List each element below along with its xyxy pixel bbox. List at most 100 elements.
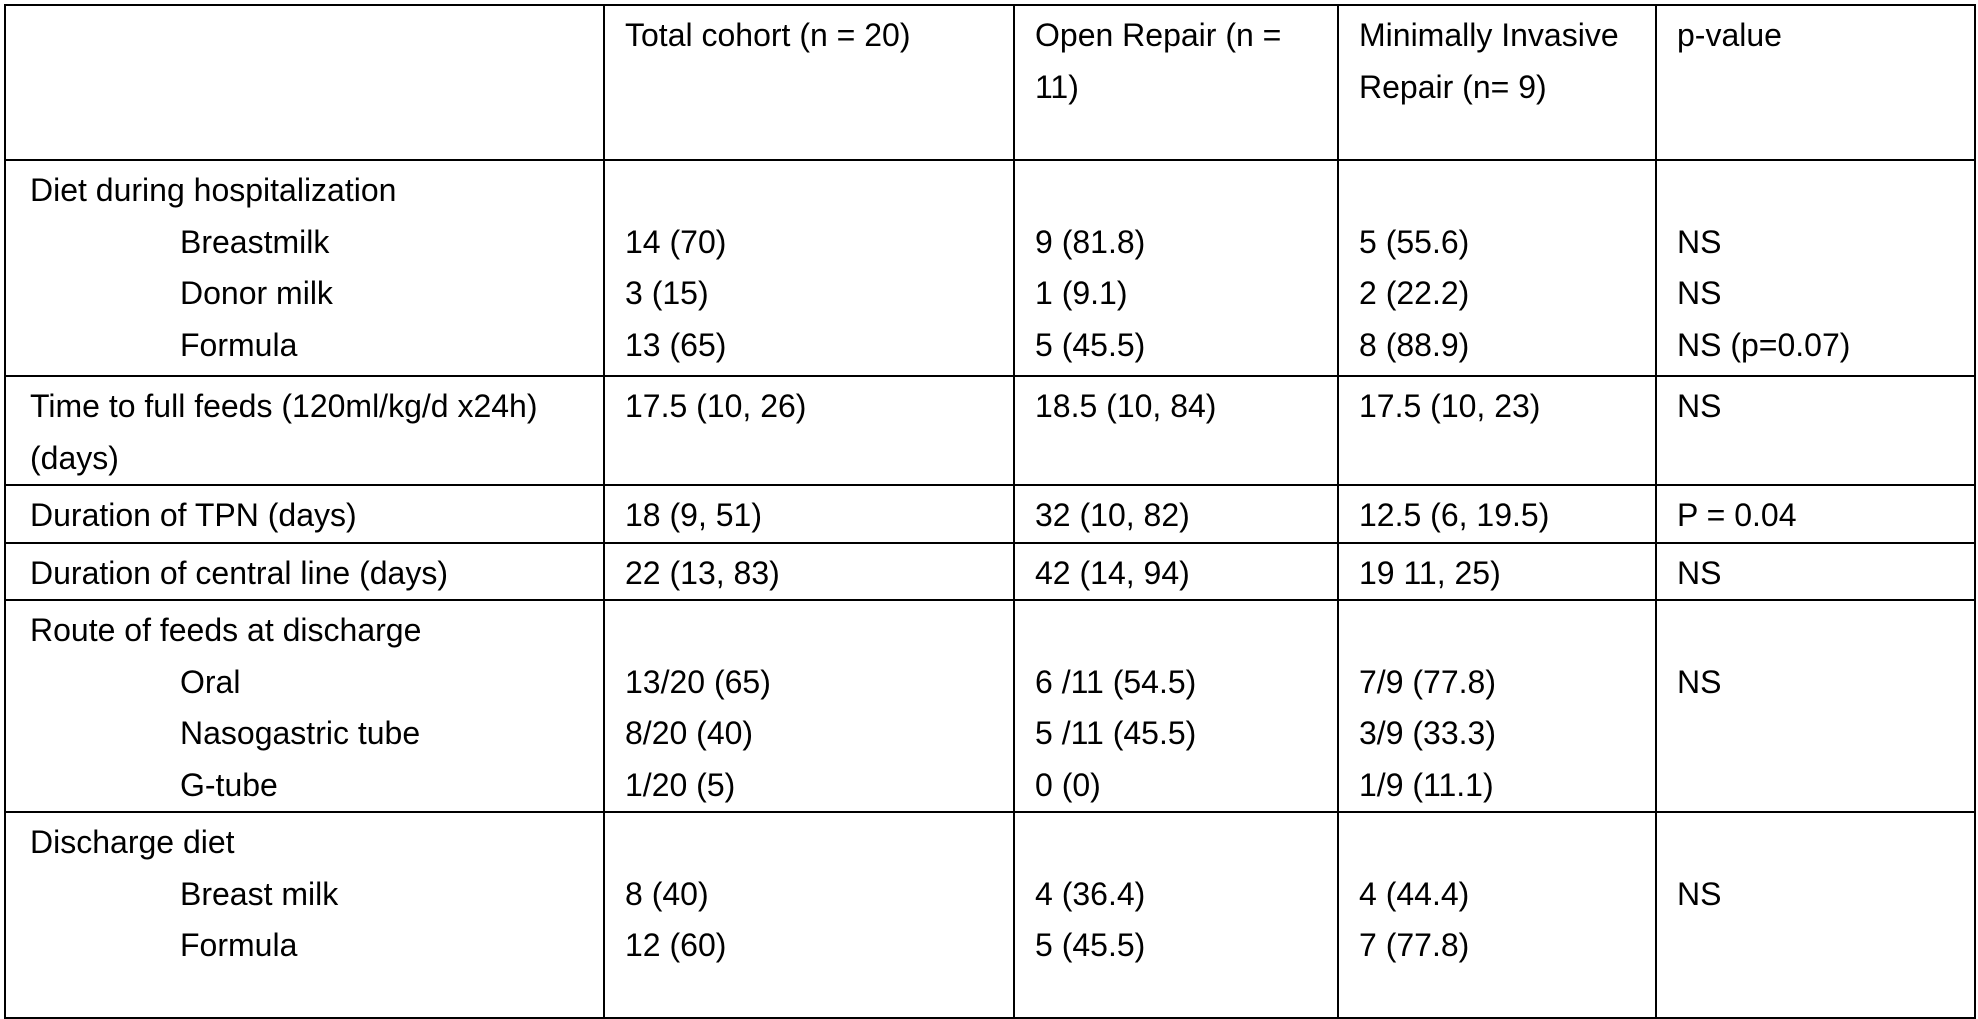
label-cell: Duration of TPN (days) bbox=[4, 484, 605, 544]
value-cell: 4 (44.4) 7 (77.8) bbox=[1337, 811, 1657, 1019]
table-body: Total cohort (n = 20) Open Repair (n = 11… bbox=[4, 4, 1976, 1019]
cell-value: 32 (10, 82) bbox=[1035, 497, 1190, 533]
group-label: Time to full feeds (120ml/kg/d x24h) (da… bbox=[30, 388, 538, 476]
item-label: Formula bbox=[180, 927, 298, 963]
cell-value: 14 (70) bbox=[625, 223, 727, 260]
cell-value: 17.5 (10, 23) bbox=[1359, 388, 1541, 424]
group-row: Duration of central line (days) 22 (13, 8… bbox=[4, 541, 1976, 601]
header-row: Total cohort (n = 20) Open Repair (n = 11… bbox=[4, 4, 1976, 161]
spacer bbox=[1035, 817, 1327, 869]
cell-value: 8/20 (40) bbox=[625, 715, 754, 751]
spacer bbox=[1677, 605, 1964, 657]
header-cell: Total cohort (n = 20) bbox=[603, 4, 1015, 161]
cell-value: NS (p=0.07) bbox=[1677, 326, 1851, 363]
value-cell: NS NS NS (p=0.07) bbox=[1655, 159, 1976, 377]
group-row: Time to full feeds (120ml/kg/d x24h) (da… bbox=[4, 375, 1976, 486]
group-label: Route of feeds at discharge bbox=[30, 612, 422, 648]
cell-value: 42 (14, 94) bbox=[1035, 554, 1190, 591]
spacer bbox=[1035, 605, 1327, 657]
cell-value: NS bbox=[1677, 388, 1722, 424]
value-cell: 19 11, 25) bbox=[1337, 541, 1657, 601]
value-cell: 17.5 (10, 26) bbox=[603, 375, 1015, 486]
value-cell: NS bbox=[1655, 375, 1976, 486]
cell-value: 13/20 (65) bbox=[625, 663, 771, 700]
value-cell: 4 (36.4) 5 (45.5) bbox=[1013, 811, 1339, 1019]
value-cell: 42 (14, 94) bbox=[1013, 541, 1339, 601]
cell-value: 8 (40) bbox=[625, 875, 709, 912]
cell-value: NS bbox=[1677, 275, 1722, 311]
label-cell: Time to full feeds (120ml/kg/d x24h) (da… bbox=[4, 375, 605, 486]
value-cell: NS bbox=[1655, 811, 1976, 1019]
value-cell: 17.5 (10, 23) bbox=[1337, 375, 1657, 486]
column-header: Minimally Invasive Repair (n= 9) bbox=[1359, 17, 1619, 105]
group-label: Diet during hospitalization bbox=[30, 172, 397, 208]
spacer bbox=[1359, 165, 1645, 217]
cell-value: 18 (9, 51) bbox=[625, 497, 762, 533]
cell-value: NS bbox=[1677, 223, 1722, 260]
item-label: Breast milk bbox=[180, 875, 339, 912]
group-label: Discharge diet bbox=[30, 824, 235, 860]
spacer bbox=[1677, 760, 1964, 811]
value-cell: NS bbox=[1655, 599, 1976, 813]
value-cell: 32 (10, 82) bbox=[1013, 484, 1339, 544]
item-label: G-tube bbox=[180, 766, 278, 803]
cell-value: 6 /11 (54.5) bbox=[1035, 663, 1197, 700]
cell-value: 8 (88.9) bbox=[1359, 326, 1470, 363]
cell-value: 0 (0) bbox=[1035, 766, 1101, 803]
group-row: Route of feeds at discharge Oral Nasogastr… bbox=[4, 599, 1976, 813]
item-label: Formula bbox=[180, 326, 298, 363]
item-label: Oral bbox=[180, 663, 241, 700]
cell-value: P = 0.04 bbox=[1677, 497, 1797, 533]
cell-value: 5 (45.5) bbox=[1035, 326, 1146, 363]
data-table: Total cohort (n = 20) Open Repair (n = 11… bbox=[4, 4, 1976, 1019]
cell-value: 3 (15) bbox=[625, 275, 709, 311]
cell-value: 5 (45.5) bbox=[1035, 927, 1146, 963]
cell-value: 5 (55.6) bbox=[1359, 223, 1470, 260]
header-cell: Minimally Invasive Repair (n= 9) bbox=[1337, 4, 1657, 161]
spacer bbox=[625, 605, 1003, 657]
item-label: Breastmilk bbox=[180, 223, 330, 260]
cell-value: 9 (81.8) bbox=[1035, 223, 1146, 260]
value-cell: 8 (40) 12 (60) bbox=[603, 811, 1015, 1019]
label-cell: Duration of central line (days) bbox=[4, 541, 605, 601]
column-header: p-value bbox=[1677, 17, 1782, 53]
spacer bbox=[1677, 708, 1964, 760]
value-cell: 12.5 (6, 19.5) bbox=[1337, 484, 1657, 544]
value-cell: NS bbox=[1655, 541, 1976, 601]
cell-value: 1 (9.1) bbox=[1035, 275, 1128, 311]
cell-value: 22 (13, 83) bbox=[625, 554, 780, 591]
value-cell: 18 (9, 51) bbox=[603, 484, 1015, 544]
group-row: Discharge diet Breast milk Formula 8 (40) 12… bbox=[4, 811, 1976, 1019]
cell-value: 2 (22.2) bbox=[1359, 275, 1470, 311]
cell-value: NS bbox=[1677, 554, 1722, 591]
value-cell: 5 (55.6) 2 (22.2) 8 (88.9) bbox=[1337, 159, 1657, 377]
cell-value: 5 /11 (45.5) bbox=[1035, 715, 1197, 751]
spacer bbox=[1359, 605, 1645, 657]
group-label: Duration of TPN (days) bbox=[30, 497, 357, 533]
value-cell: 7/9 (77.8) 3/9 (33.3) 1/9 (11.1) bbox=[1337, 599, 1657, 813]
value-cell: 22 (13, 83) bbox=[603, 541, 1015, 601]
spacer bbox=[1677, 817, 1964, 869]
spacer bbox=[625, 165, 1003, 217]
value-cell: 13/20 (65) 8/20 (40) 1/20 (5) bbox=[603, 599, 1015, 813]
group-row: Diet during hospitalization Breastmilk Don… bbox=[4, 159, 1976, 377]
value-cell: 14 (70) 3 (15) 13 (65) bbox=[603, 159, 1015, 377]
cell-value: 12 (60) bbox=[625, 927, 727, 963]
cell-value: 19 11, 25) bbox=[1359, 554, 1501, 591]
column-header: Open Repair (n = 11) bbox=[1035, 17, 1282, 105]
spacer bbox=[1035, 165, 1327, 217]
column-header: Total cohort (n = 20) bbox=[625, 17, 911, 53]
spacer bbox=[1359, 817, 1645, 869]
value-cell: P = 0.04 bbox=[1655, 484, 1976, 544]
header-cell: p-value bbox=[1655, 4, 1976, 161]
value-cell: 18.5 (10, 84) bbox=[1013, 375, 1339, 486]
cell-value: 17.5 (10, 26) bbox=[625, 388, 807, 424]
cell-value: NS bbox=[1677, 875, 1722, 912]
cell-value: 4 (44.4) bbox=[1359, 875, 1470, 912]
cell-value: 12.5 (6, 19.5) bbox=[1359, 497, 1550, 533]
group-row: Duration of TPN (days) 18 (9, 51) 32 (10, … bbox=[4, 484, 1976, 544]
spacer bbox=[1677, 165, 1964, 217]
cell-value: 1/20 (5) bbox=[625, 766, 736, 803]
value-cell: 6 /11 (54.5) 5 /11 (45.5) 0 (0) bbox=[1013, 599, 1339, 813]
